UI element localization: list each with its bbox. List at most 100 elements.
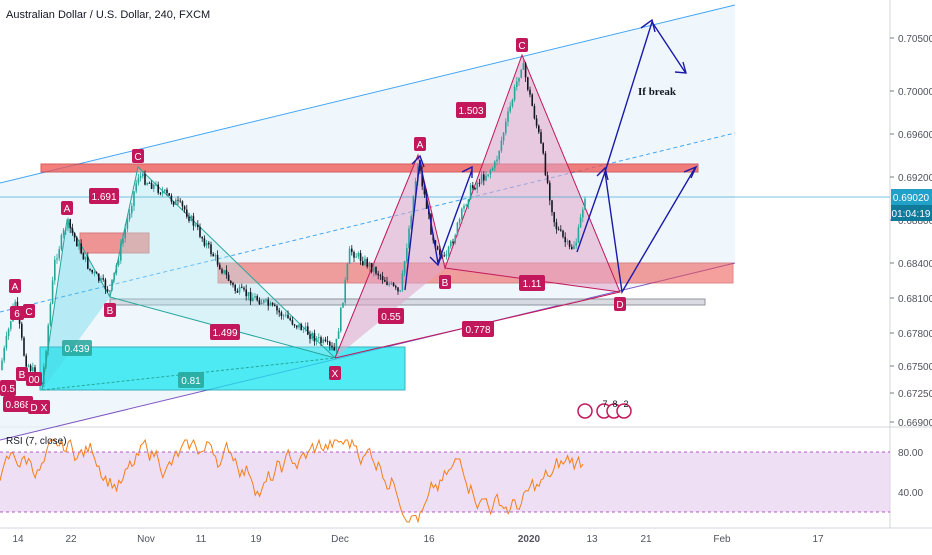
event-count: 2	[623, 399, 628, 409]
candle-body	[549, 182, 551, 201]
candle-body	[533, 106, 536, 119]
candle-body	[496, 159, 498, 162]
candle-body	[331, 345, 333, 348]
candle-body	[364, 258, 366, 265]
candle-body	[487, 174, 489, 176]
candle-body	[562, 230, 564, 237]
pattern-point-badge	[414, 137, 426, 151]
candle-body	[452, 241, 454, 243]
candle-body	[324, 339, 327, 342]
candle-body	[164, 189, 166, 192]
candle-body	[419, 166, 421, 171]
candle-body	[144, 173, 146, 185]
ratio-label: 1.503	[458, 106, 483, 117]
candle-body	[58, 249, 60, 259]
candle-body	[538, 125, 540, 133]
ratio-box	[89, 188, 119, 204]
candle-body	[91, 269, 93, 273]
candle-body	[414, 181, 417, 196]
candle-body	[278, 310, 280, 313]
if-break-note: If break	[638, 86, 677, 98]
candle-body	[403, 261, 406, 274]
candle-body	[467, 199, 470, 205]
candle-body	[379, 275, 382, 277]
candle-body	[551, 200, 553, 213]
candle-body	[170, 195, 173, 202]
candle-body	[84, 256, 87, 260]
candle-body	[436, 246, 439, 250]
ratio-label: 0.868	[5, 400, 30, 411]
arrowhead-5	[411, 154, 425, 168]
candle-body	[584, 198, 586, 210]
candle-body	[122, 238, 124, 244]
ratio-label: 0.81	[181, 376, 201, 387]
candle-body	[175, 199, 177, 205]
candle-body	[469, 185, 472, 200]
price-tick-label: 0.67800	[898, 329, 932, 340]
candle-body	[353, 252, 355, 258]
ratio-label: 1.691	[91, 192, 116, 203]
candle-body	[412, 195, 415, 217]
candle-body	[216, 255, 219, 265]
candle-body	[73, 232, 76, 238]
candle-body	[535, 118, 538, 126]
candle-body	[483, 174, 485, 181]
candle-body	[47, 325, 49, 352]
candle-body	[351, 248, 353, 253]
candle-body	[511, 99, 514, 107]
candle-body	[463, 205, 465, 209]
candle-body	[575, 242, 577, 246]
candle-body	[76, 237, 78, 247]
zone-grey	[109, 298, 706, 306]
candle-body	[157, 184, 159, 193]
ratio-box	[210, 324, 240, 340]
ratio-box	[26, 372, 42, 386]
candle-body	[27, 365, 30, 367]
candle-body	[355, 256, 357, 258]
time-tick-label: 19	[250, 534, 262, 545]
candle-body	[498, 150, 500, 160]
candle-body	[366, 258, 368, 267]
candle-body	[56, 258, 58, 260]
pattern-point-label: B	[107, 306, 114, 317]
pattern-left-legs	[41, 166, 336, 391]
candle-body	[168, 193, 170, 196]
candle-body	[100, 278, 102, 281]
pattern-right-triangle	[335, 155, 445, 358]
candle-body	[342, 302, 344, 308]
zone-red-top	[40, 163, 699, 173]
price-tick-label: 0.67250	[898, 389, 932, 400]
candle-body	[208, 242, 210, 245]
candle-body	[236, 290, 239, 293]
ratio-label: 0.439	[64, 344, 89, 355]
candle-body	[232, 282, 234, 285]
pattern-point-label: C	[518, 41, 525, 52]
pattern-point-label: B	[442, 278, 449, 289]
candle-body	[465, 204, 467, 206]
candle-body	[78, 243, 80, 247]
time-tick-label: 17	[812, 534, 824, 545]
candle-body	[3, 347, 5, 361]
candle-body	[518, 77, 520, 82]
candle-body	[313, 333, 316, 342]
ratio-labels: 1.691 1.499 0.439 0.81 0.868 0.55 1.503 …	[0, 102, 545, 412]
candle-body	[95, 272, 98, 274]
candle-body	[524, 63, 527, 78]
candle-body	[291, 320, 294, 325]
candle-body	[234, 284, 236, 291]
candle-body	[210, 244, 212, 255]
candle-body	[256, 296, 258, 301]
candle-body	[302, 329, 305, 331]
candle-body	[1, 360, 3, 370]
candle-body	[373, 267, 375, 272]
candle-body	[399, 290, 401, 292]
candle-body	[520, 69, 522, 78]
ratio-box	[3, 396, 33, 412]
candle-body	[172, 201, 175, 205]
candle-body	[65, 228, 67, 230]
countdown-tag	[891, 205, 932, 221]
candle-body	[23, 337, 25, 356]
pattern-point-badge	[329, 366, 341, 380]
candle-body	[478, 182, 481, 184]
